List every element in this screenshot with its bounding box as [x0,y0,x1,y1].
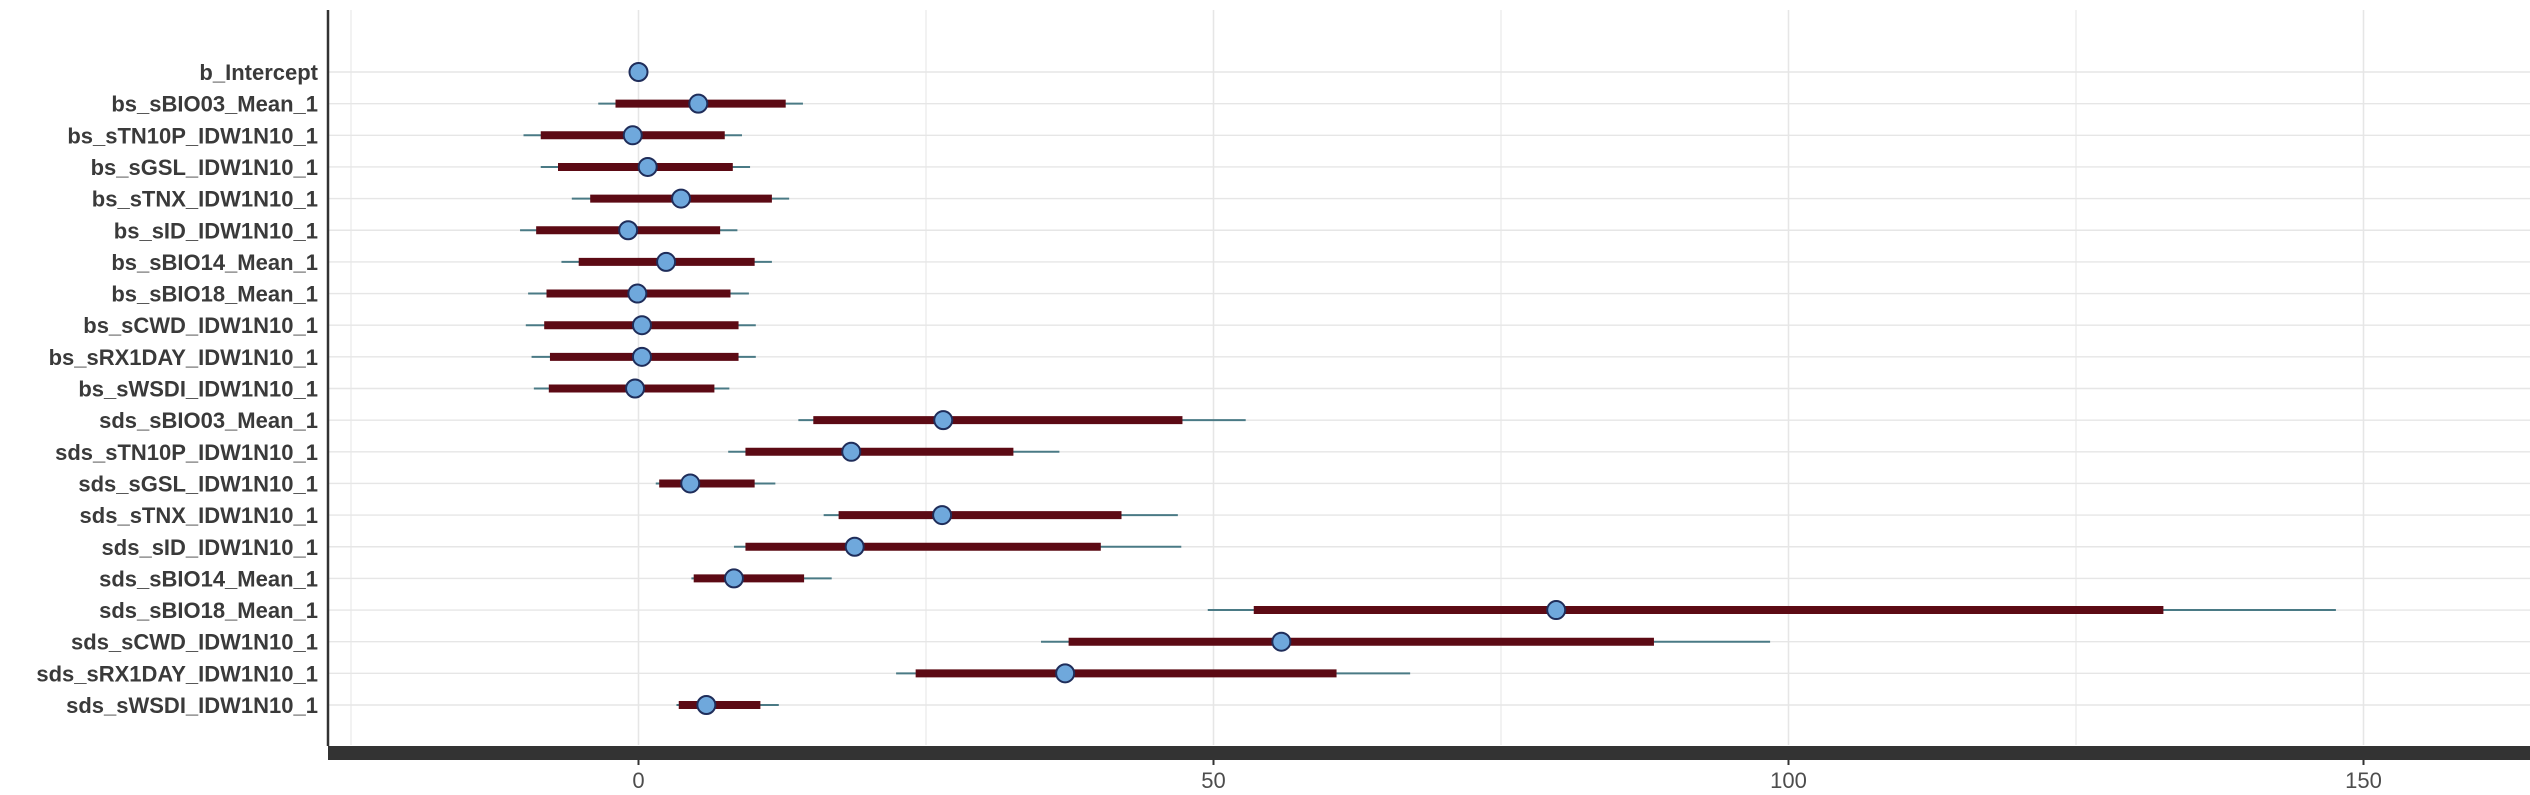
x-axis-line [328,746,2530,760]
point-estimate [1271,631,1292,652]
parameter-label: bs_sBIO18_Mean_1 [111,282,318,307]
parameter-label: bs_sID_IDW1N10_1 [114,218,318,243]
point-estimate [1055,663,1076,684]
point-estimate [618,220,639,241]
parameter-label: sds_sCWD_IDW1N10_1 [71,630,318,655]
parameter-label: sds_sTNX_IDW1N10_1 [80,503,318,528]
point-estimate [696,695,717,715]
interval-marks [520,62,2336,715]
parameter-label: sds_sBIO14_Mean_1 [99,566,318,591]
parameter-label: bs_sGSL_IDW1N10_1 [91,155,318,180]
x-tick-label: 50 [1201,768,1225,790]
point-estimate [622,125,643,146]
point-estimate [844,536,865,557]
parameter-label: sds_sBIO03_Mean_1 [99,408,318,433]
parameter-label: sds_sWSDI_IDW1N10_1 [66,693,318,718]
parameter-label: bs_sTNX_IDW1N10_1 [92,187,318,212]
parameter-labels: b_Intercept bs_sBIO03_Mean_1 bs_sTN10P_IDW… [36,60,318,718]
parameter-label: bs_sCWD_IDW1N10_1 [83,313,318,338]
point-estimate [933,410,954,431]
point-estimate [932,505,953,526]
point-estimate [627,283,648,304]
point-estimate [631,315,652,336]
point-estimate [680,473,701,494]
parameter-label: bs_sTN10P_IDW1N10_1 [67,123,318,148]
x-tick-label: 150 [2345,768,2382,790]
parameter-label: bs_sRX1DAY_IDW1N10_1 [49,345,318,370]
point-estimate [656,251,677,272]
point-estimate [631,346,652,367]
x-tick-label: 100 [1770,768,1807,790]
point-estimate [671,188,692,209]
point-estimate [841,441,862,462]
point-estimate [637,156,658,177]
x-tick-label: 0 [632,768,644,790]
grid-lines [328,10,2530,745]
x-tick-labels: 0 50 100 150 [632,760,2382,793]
point-estimate [628,62,649,82]
parameter-label: sds_sRX1DAY_IDW1N10_1 [36,661,318,686]
point-estimate [688,93,709,114]
parameter-label: bs_sBIO14_Mean_1 [111,250,318,275]
parameter-label: b_Intercept [199,60,318,85]
parameter-label: sds_sTN10P_IDW1N10_1 [55,440,318,465]
parameter-label: bs_sWSDI_IDW1N10_1 [78,377,318,402]
parameter-label: bs_sBIO03_Mean_1 [111,92,318,117]
axes [326,10,2530,760]
point-estimate [625,378,646,399]
parameter-label: sds_sGSL_IDW1N10_1 [78,471,318,496]
point-estimate [723,568,744,589]
parameter-label: sds_sBIO18_Mean_1 [99,598,318,623]
point-estimate [1546,600,1567,621]
parameter-label: sds_sID_IDW1N10_1 [102,535,318,560]
